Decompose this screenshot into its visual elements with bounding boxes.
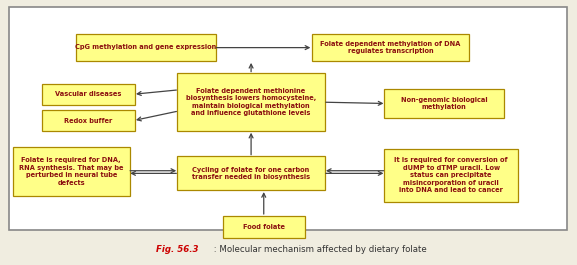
Text: Redox buffer: Redox buffer xyxy=(65,118,113,124)
Text: Food folate: Food folate xyxy=(243,224,285,230)
Text: Folate dependent methionine
biosynthesis lowers homocysteine,
maintain biologica: Folate dependent methionine biosynthesis… xyxy=(186,88,316,116)
FancyBboxPatch shape xyxy=(177,73,325,131)
Text: Folate is required for DNA,
RNA synthesis. That may be
perturbed in neural tube
: Folate is required for DNA, RNA synthesi… xyxy=(19,157,123,186)
FancyBboxPatch shape xyxy=(312,34,469,61)
Text: Vascular diseases: Vascular diseases xyxy=(55,91,122,97)
Text: Cycling of folate for one carbon
transfer needed in biosynthesis: Cycling of folate for one carbon transfe… xyxy=(192,167,310,180)
FancyBboxPatch shape xyxy=(13,147,130,196)
Text: Fig. 56.3: Fig. 56.3 xyxy=(156,245,198,254)
FancyBboxPatch shape xyxy=(177,157,325,190)
FancyBboxPatch shape xyxy=(9,7,567,230)
FancyBboxPatch shape xyxy=(223,216,305,238)
Text: It is required for conversion of
dUMP to dTMP uracil. Low
status can precipitate: It is required for conversion of dUMP to… xyxy=(394,157,508,193)
Text: CpG methylation and gene expression: CpG methylation and gene expression xyxy=(76,45,216,51)
Text: : Molecular mechanism affected by dietary folate: : Molecular mechanism affected by dietar… xyxy=(211,245,426,254)
FancyBboxPatch shape xyxy=(42,84,136,105)
FancyBboxPatch shape xyxy=(76,34,216,61)
FancyBboxPatch shape xyxy=(42,110,136,131)
FancyBboxPatch shape xyxy=(384,149,518,202)
Text: Non-genomic biological
methylation: Non-genomic biological methylation xyxy=(400,97,487,110)
Text: Folate dependent methylation of DNA
regulates transcription: Folate dependent methylation of DNA regu… xyxy=(320,41,461,54)
FancyBboxPatch shape xyxy=(384,89,504,118)
